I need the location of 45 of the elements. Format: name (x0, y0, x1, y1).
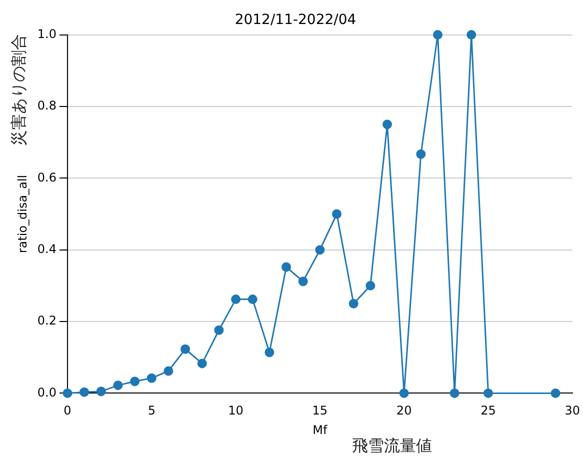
point (264, 348, 274, 358)
point (298, 276, 308, 286)
y-axis-title: ratio_disa_all (15, 174, 30, 254)
y-tick-label: 0.8 (37, 98, 56, 113)
point (366, 280, 376, 290)
text: 飛雪流量値 (352, 436, 432, 456)
point (197, 358, 207, 368)
x-tick-label: 5 (148, 404, 156, 418)
y-tick-label: 0.2 (37, 314, 56, 328)
x-tick-label: 10 (228, 404, 244, 418)
point (399, 388, 409, 398)
x-tick-label: 15 (312, 404, 328, 418)
point (348, 298, 358, 308)
x-tick-label: 30 (564, 404, 580, 418)
point (282, 262, 292, 272)
point (248, 294, 258, 304)
y-tick-label: 0.6 (37, 170, 56, 184)
point (416, 149, 426, 159)
y-tick-label: 0.0 (37, 385, 56, 400)
point (146, 373, 156, 383)
point (315, 245, 325, 255)
point (62, 388, 72, 398)
x-tick-label: 25 (480, 404, 496, 418)
point (332, 209, 342, 219)
point (550, 388, 560, 398)
point (130, 376, 140, 386)
y-tick-label: 0.4 (37, 242, 56, 256)
point (113, 380, 123, 390)
y-tick-label: 1.0 (37, 26, 56, 41)
chart-title: 2012/11-2022/04 (234, 12, 356, 28)
point (96, 386, 106, 396)
point (450, 388, 460, 398)
point (180, 344, 190, 354)
point (382, 120, 392, 130)
x-tick-label: 20 (396, 404, 412, 418)
point (432, 30, 442, 40)
point (483, 388, 493, 398)
point (164, 366, 174, 376)
text: 災害ありの割合 (9, 34, 28, 146)
x-axis-title: Mf (312, 422, 328, 437)
point (466, 30, 476, 40)
point (214, 325, 224, 335)
point (231, 294, 241, 304)
point (80, 387, 90, 397)
x-tick-label: 0 (64, 404, 72, 418)
